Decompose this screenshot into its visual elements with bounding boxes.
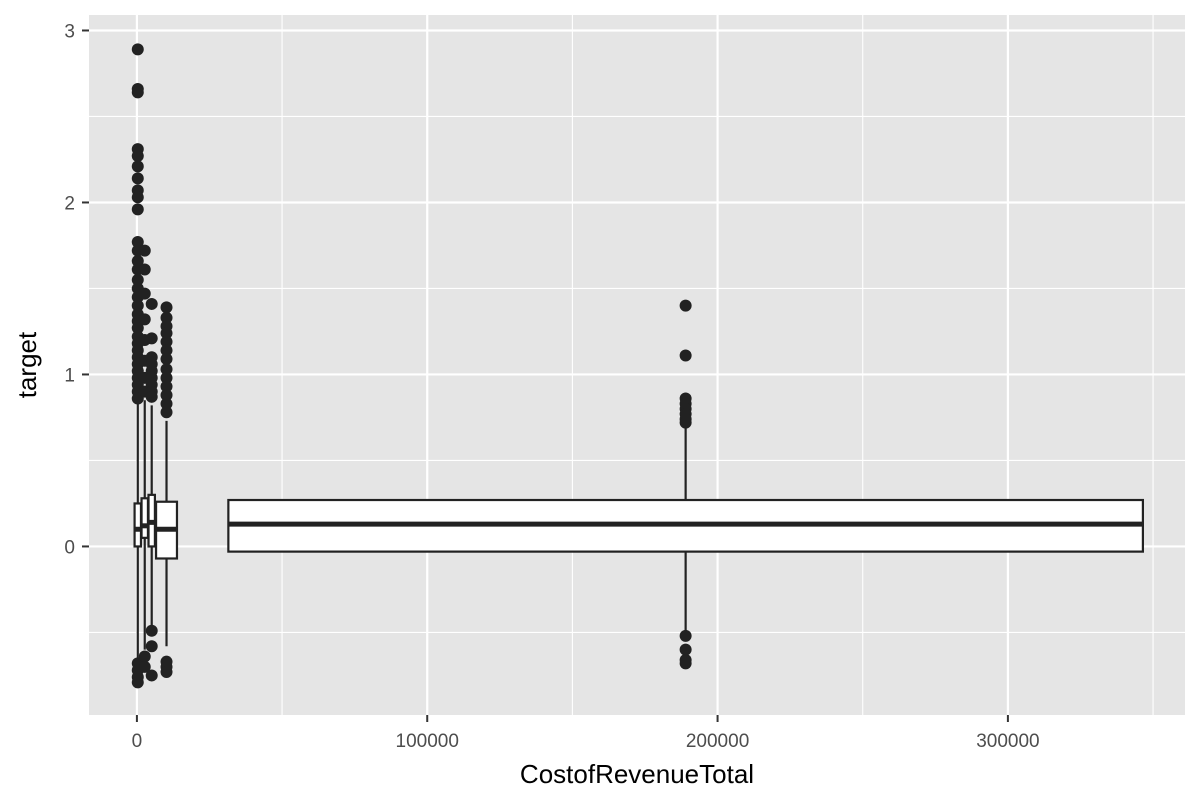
y-axis-title: target (12, 331, 42, 398)
outlier-point (131, 676, 144, 689)
y-tick-label: 2 (64, 193, 75, 214)
box-4 (154, 301, 179, 679)
outlier-point (131, 172, 144, 185)
y-tick-label: 0 (64, 537, 75, 558)
outlier-point (160, 389, 173, 402)
outlier-point (679, 349, 692, 362)
outlier-point (131, 273, 144, 286)
outlier-point (679, 629, 692, 642)
box-1 (131, 43, 144, 689)
outlier-point (138, 313, 151, 326)
outlier-point (160, 371, 173, 384)
outlier-point (138, 244, 151, 257)
outlier-point (138, 650, 151, 663)
plot-panel (89, 15, 1185, 715)
x-tick-label: 0 (132, 731, 143, 752)
outlier-point (160, 363, 173, 376)
outlier-point (145, 390, 158, 403)
outlier-point (160, 666, 173, 679)
outlier-point (131, 150, 144, 163)
outlier-point (160, 311, 173, 324)
outlier-point (131, 86, 144, 99)
minor-gridlines (89, 15, 1185, 715)
outlier-point (160, 344, 173, 357)
outlier-point (160, 352, 173, 365)
x-tick-label: 100000 (396, 731, 459, 752)
y-tick-label: 1 (64, 365, 75, 386)
outlier-point (131, 43, 144, 56)
x-tick-label: 300000 (976, 731, 1039, 752)
box-iqr (133, 502, 143, 548)
outlier-point (679, 299, 692, 312)
outlier-point (145, 669, 158, 682)
outlier-point (145, 640, 158, 653)
outlier-point (679, 416, 692, 429)
axis-ticks: 0 100000 200000 300000 0 1 2 3 (64, 21, 1039, 752)
y-tick-label: 3 (64, 21, 75, 42)
x-axis-title: CostofRevenueTotal (520, 759, 754, 789)
outlier-point (160, 301, 173, 314)
x-tick-label: 200000 (686, 731, 749, 752)
outlier-point (131, 322, 144, 335)
outlier-point (145, 624, 158, 637)
outlier-point (160, 397, 173, 410)
box-iqr (140, 497, 150, 539)
outlier-point (138, 263, 151, 276)
box-5 (227, 299, 1145, 670)
outlier-point (138, 287, 151, 300)
outlier-point (160, 327, 173, 340)
outlier-point (131, 191, 144, 204)
outlier-point (145, 332, 158, 345)
outlier-point (131, 236, 144, 249)
outlier-point (160, 335, 173, 348)
outlier-point (145, 297, 158, 310)
box-3 (145, 297, 158, 682)
outlier-point (131, 203, 144, 216)
outlier-point (679, 643, 692, 656)
outlier-point (138, 660, 151, 673)
outlier-point (160, 380, 173, 393)
outlier-point (131, 254, 144, 267)
outlier-point (160, 406, 173, 419)
outlier-point (131, 299, 144, 312)
outlier-point (679, 657, 692, 670)
box-series (131, 43, 1145, 689)
outlier-point (131, 160, 144, 173)
